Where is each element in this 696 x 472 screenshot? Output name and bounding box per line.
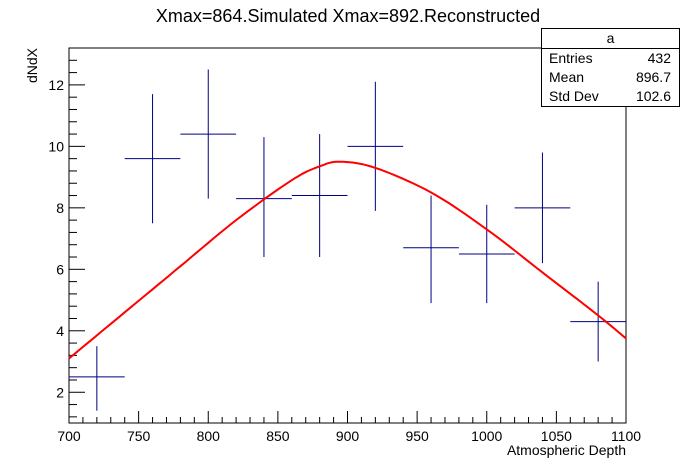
y-tick-label: 4 [56,323,64,339]
x-tick-label: 1000 [471,428,502,444]
y-tick-label: 12 [48,77,64,93]
y-tick-label: 10 [48,138,64,154]
y-tick-label: 2 [56,384,64,400]
stats-value: 432 [647,50,671,66]
stats-label: Mean [549,69,585,85]
stats-row-entries: Entries 432 [542,49,679,68]
x-tick-label: 750 [127,428,151,444]
y-axis: 2 4 6 8 10 12 [48,77,85,400]
y-tick-label: 8 [56,200,64,216]
x-tick-label: 1100 [611,428,641,444]
stats-label: Std Dev [549,88,599,104]
x-tick-label: 800 [197,428,221,444]
x-axis: 700 750 800 850 900 950 1000 1050 1100 [57,411,641,444]
y-tick-label: 6 [56,261,64,277]
stats-value: 896.7 [635,69,671,85]
minor-ticks [69,59,613,423]
stats-row-stddev: Std Dev 102.6 [542,87,679,106]
stats-name: a [542,29,679,49]
stats-label: Entries [549,50,593,66]
x-axis-label: Atmospheric Depth [507,442,626,458]
x-tick-label: 1050 [541,428,572,444]
stats-row-mean: Mean 896.7 [542,68,679,87]
error-bars [69,69,626,411]
y-axis-label: dNdX [24,47,40,83]
fit-curve [68,160,627,360]
stats-box: a Entries 432 Mean 896.7 Std Dev 102.6 [541,28,680,107]
chart-title: Xmax=864.Simulated Xmax=892.Reconstructe… [155,6,541,26]
x-tick-label: 950 [405,428,429,444]
x-tick-label: 900 [336,428,360,444]
stats-value: 102.6 [635,88,671,104]
x-tick-label: 850 [266,428,290,444]
x-tick-label: 700 [57,428,81,444]
